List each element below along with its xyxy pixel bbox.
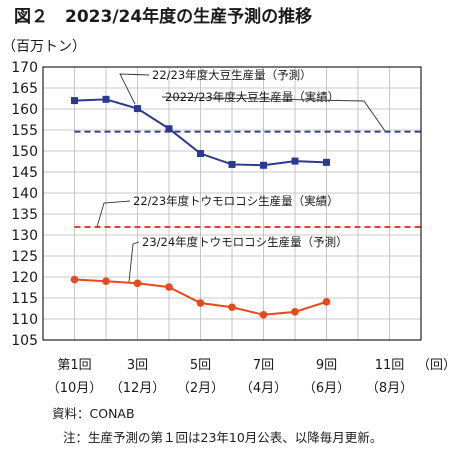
y-tick-label: 125	[11, 249, 38, 265]
annotation-leader	[119, 73, 150, 105]
y-tick-label: 160	[11, 102, 38, 118]
x-tick-sublabel: （6月）	[303, 381, 350, 396]
x-tick-sublabel: （8月）	[366, 381, 413, 396]
data-point	[259, 311, 268, 319]
y-tick-label: 135	[11, 207, 38, 223]
y-tick-label: 170	[11, 60, 38, 76]
source-note: 資料：CONAB	[52, 406, 135, 421]
data-point	[197, 150, 204, 158]
data-point	[228, 160, 236, 168]
x-tick-sublabel: （2月）	[177, 381, 224, 396]
chart-title: 図２ 2023/24年度の生産予測の推移	[14, 6, 312, 27]
x-tick-labels: 第1回 （10月） 3回 （12月） 5回 （2月） 7回 （4月） 9回 （6月） 11回 （8月）	[47, 358, 413, 396]
data-point	[291, 308, 299, 316]
y-axis-label: （百万トン）	[2, 39, 86, 55]
y-tick-label: 105	[11, 333, 38, 349]
x-tick-label: 3回	[127, 358, 148, 373]
footnote: 注：生産予測の第１回は23年10月公表、以降毎月更新。	[63, 430, 382, 445]
y-tick-label: 115	[11, 291, 38, 307]
x-tick-sublabel: （12月）	[110, 381, 166, 396]
annotation-leader	[96, 200, 131, 228]
annotation-leader	[128, 241, 140, 283]
y-tick-label: 145	[11, 165, 38, 181]
data-point	[260, 161, 267, 169]
y-tick-label: 120	[11, 270, 38, 286]
data-point	[196, 299, 205, 307]
x-tick-label: 第1回	[57, 358, 91, 373]
y-tick-label: 140	[11, 186, 38, 202]
series-label: 23/24年度トウモロコシ生産量（予測）	[142, 235, 348, 249]
series-label: 22/23年度大豆生産量（予測）	[152, 68, 312, 82]
data-point	[228, 303, 236, 312]
data-point	[134, 105, 141, 113]
data-point	[133, 279, 142, 288]
x-tick-label: 7回	[253, 358, 274, 373]
annotations: 22/23年度大豆生産量（予測） 2022/23年度大豆生産量（実績） 22/23年…	[96, 68, 386, 283]
x-tick-label: 9回	[316, 358, 337, 373]
x-tick-label: 11回	[375, 358, 405, 373]
data-point	[165, 283, 173, 291]
x-tick-sublabel: （4月）	[240, 381, 287, 396]
plot-frame	[42, 66, 422, 341]
data-point	[71, 97, 78, 105]
data-point	[322, 297, 331, 306]
x-tick-label: 5回	[190, 358, 211, 373]
data-point	[165, 125, 173, 133]
data-point	[102, 95, 110, 103]
y-tick-label: 130	[11, 228, 38, 244]
y-tick-label: 165	[11, 81, 38, 97]
x-tick-sublabel: （10月）	[47, 381, 103, 396]
y-tick-label: 150	[11, 144, 38, 160]
data-point	[70, 275, 79, 284]
data-point	[323, 158, 330, 166]
y-tick-labels: 105 110 115 120 125 130 135 140 145 150 155 160 165 1…	[11, 60, 38, 349]
y-tick-label: 155	[11, 123, 38, 139]
series-label: 2022/23年度大豆生産量（実績）	[165, 90, 339, 104]
data-point	[102, 277, 110, 286]
series-label: 22/23年度トウモロコシ生産量（実績）	[133, 194, 339, 208]
annotation-leader	[161, 96, 386, 132]
y-tick-label: 110	[11, 312, 38, 328]
data-point	[291, 157, 299, 165]
series-layer	[70, 95, 421, 319]
x-axis-unit: （回）	[417, 358, 450, 373]
